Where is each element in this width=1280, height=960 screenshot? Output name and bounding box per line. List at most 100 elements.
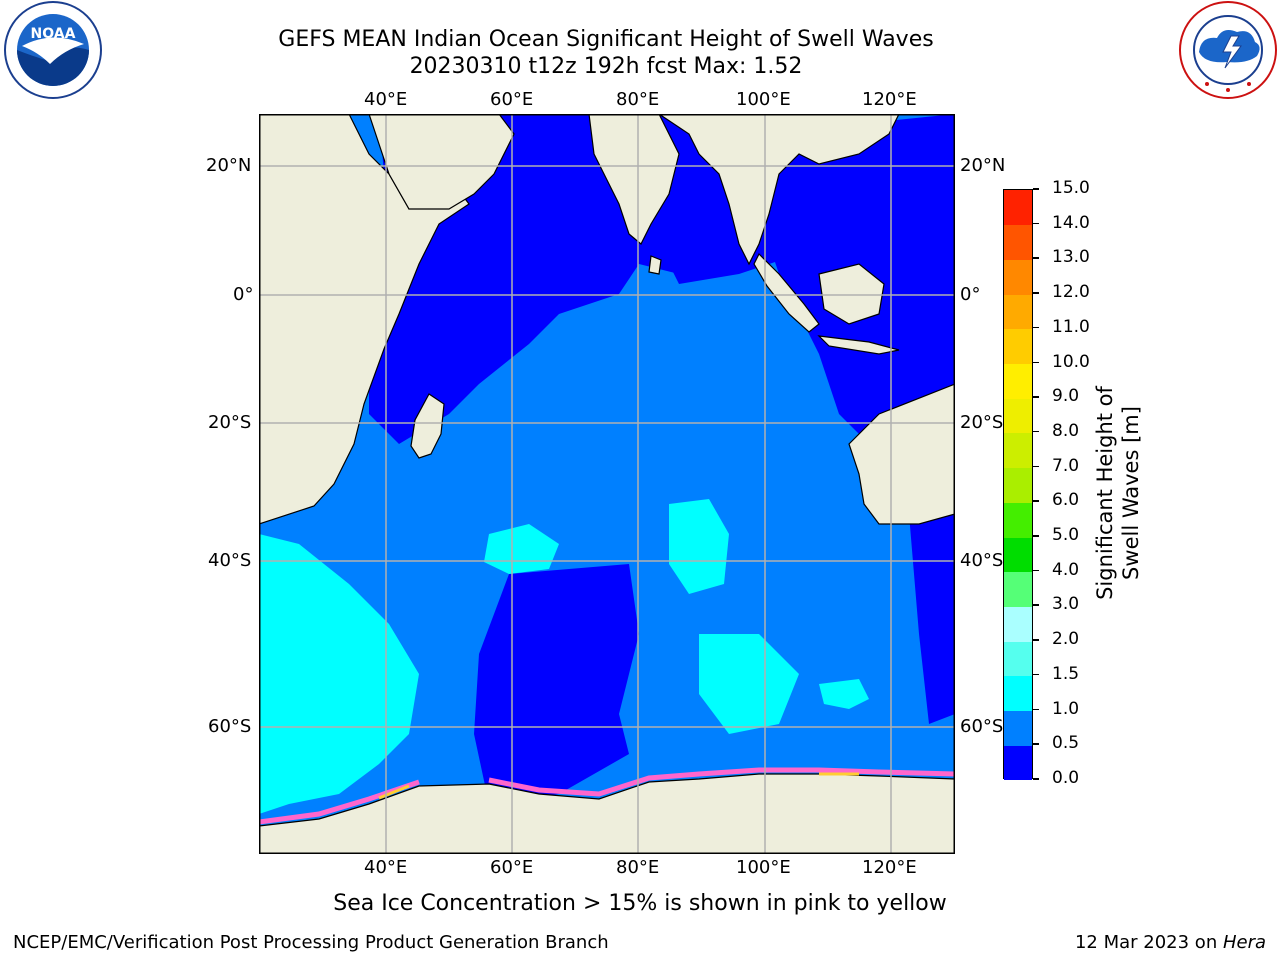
colorbar-tick [1033, 396, 1039, 398]
lat-label-right: 40°S [960, 550, 1004, 571]
lon-label-bottom: 100°E [736, 857, 791, 878]
east-cyan-swell [819, 679, 869, 709]
lon-label-top: 60°E [490, 89, 534, 110]
footer-date: 12 Mar 2023 on Hera [1075, 932, 1266, 953]
colorbar-tick [1033, 188, 1039, 190]
indian-ocean-map [259, 114, 955, 854]
colorbar-tick-label: 1.0 [1052, 698, 1080, 719]
lat-label-left: 20°S [208, 412, 252, 433]
sri-lanka-land [648, 255, 662, 275]
colorbar-tick-label: 2.0 [1052, 629, 1080, 650]
colorbar-title: Significant Height of Swell Waves [m] [1092, 343, 1144, 643]
colorbar-tick-label: 5.0 [1052, 525, 1080, 546]
colorbar-tick-label: 8.0 [1052, 420, 1080, 441]
colorbar-tick [1033, 778, 1039, 780]
colorbar-tick-label: 1.5 [1052, 663, 1080, 684]
lon-label-top: 40°E [364, 89, 408, 110]
lat-label-right: 20°N [960, 155, 1006, 176]
central-cyan-swell-b [669, 499, 729, 594]
east-low-swell [909, 494, 955, 724]
colorbar-segment [1004, 606, 1032, 642]
australia-land [848, 383, 955, 525]
antarctica-land [259, 773, 955, 854]
colorbar-segment [1004, 363, 1032, 399]
madagascar-land [410, 393, 445, 459]
colorbar-segment [1004, 259, 1032, 295]
lon-label-top: 80°E [616, 89, 660, 110]
sw-cyan-swell [259, 534, 419, 814]
colorbar-segment [1004, 190, 1032, 226]
borneo-land [818, 263, 885, 325]
lat-label-right: 60°S [960, 716, 1004, 737]
colorbar-segment [1004, 537, 1032, 573]
colorbar-tick [1033, 430, 1039, 433]
lon-label-bottom: 60°E [490, 857, 534, 878]
sea-ice-caption: Sea Ice Concentration > 15% is shown in … [333, 891, 947, 916]
noaa-logo-text: NOAA [31, 26, 76, 42]
colorbar-title-text: Significant Height of Swell Waves [m] [1093, 386, 1143, 600]
colorbar [1003, 189, 1033, 781]
colorbar-segment [1004, 745, 1032, 781]
colorbar-segment [1004, 328, 1032, 365]
sea-ice-fringe-yellow [378, 772, 859, 800]
colorbar-tick-label: 6.0 [1052, 490, 1080, 511]
colorbar-tick-label: 10.0 [1052, 351, 1090, 372]
lat-label-left: 40°S [208, 550, 252, 571]
lon-label-bottom: 80°E [616, 857, 660, 878]
colorbar-segment [1004, 502, 1032, 538]
colorbar-tick-label: 9.0 [1052, 386, 1080, 407]
lon-label-bottom: 40°E [364, 857, 408, 878]
colorbar-tick-label: 3.0 [1052, 594, 1080, 615]
lat-label-right: 20°S [960, 412, 1004, 433]
southern-low-swell [474, 564, 639, 804]
central-cyan-swell-c [699, 634, 799, 734]
arabia-land [368, 114, 515, 210]
india-land [588, 114, 680, 245]
colorbar-tick [1033, 604, 1039, 606]
colorbar-segment [1004, 432, 1032, 469]
lat-label-left: 20°N [206, 155, 252, 176]
colorbar-tick [1033, 222, 1039, 225]
lat-label-right: 0° [960, 284, 981, 305]
colorbar-segment [1004, 675, 1032, 712]
colorbar-segment [1004, 710, 1032, 746]
colorbar-tick [1033, 257, 1039, 259]
colorbar-tick-label: 4.0 [1052, 559, 1080, 580]
colorbar-tick-label: 14.0 [1052, 212, 1090, 233]
colorbar-tick [1033, 326, 1039, 329]
lon-label-bottom: 120°E [862, 857, 917, 878]
colorbar-tick-label: 0.0 [1052, 768, 1080, 788]
colorbar-tick [1033, 500, 1039, 502]
footer-branch: NCEP/EMC/Verification Post Processing Pr… [13, 932, 609, 953]
footer-date-text: 12 Mar 2023 on [1074, 932, 1223, 953]
colorbar-tick-label: 13.0 [1052, 247, 1090, 268]
map-title-line2: 20230310 t12z 192h fcst Max: 1.52 [409, 54, 803, 79]
se-asia-land [657, 114, 900, 266]
noaa-logo: NOAA [2, 0, 104, 100]
colorbar-tick [1033, 535, 1039, 537]
colorbar-tick [1033, 292, 1039, 294]
nws-logo [1177, 0, 1279, 100]
colorbar-tick [1033, 465, 1039, 468]
java-land [817, 335, 900, 355]
lat-label-left: 0° [233, 284, 254, 305]
colorbar-tick [1033, 639, 1039, 641]
colorbar-tick [1033, 743, 1039, 745]
colorbar-segment [1004, 571, 1032, 607]
colorbar-tick-label: 7.0 [1052, 455, 1080, 476]
colorbar-tick [1033, 673, 1039, 676]
africa-land [259, 114, 470, 525]
colorbar-tick [1033, 569, 1039, 572]
colorbar-tick-label: 15.0 [1052, 178, 1090, 198]
sumatra-land [753, 252, 820, 333]
colorbar-segment [1004, 224, 1032, 260]
lon-label-top: 100°E [736, 89, 791, 110]
map-title-line1: GEFS MEAN Indian Ocean Significant Heigh… [278, 27, 934, 52]
colorbar-tick [1033, 361, 1039, 364]
colorbar-segment [1004, 398, 1032, 434]
footer-machine: Hera [1222, 932, 1266, 953]
colorbar-segment [1004, 641, 1032, 677]
colorbar-tick-label: 12.0 [1052, 282, 1090, 303]
colorbar-segment [1004, 467, 1032, 503]
colorbar-tick-label: 0.5 [1052, 733, 1080, 754]
